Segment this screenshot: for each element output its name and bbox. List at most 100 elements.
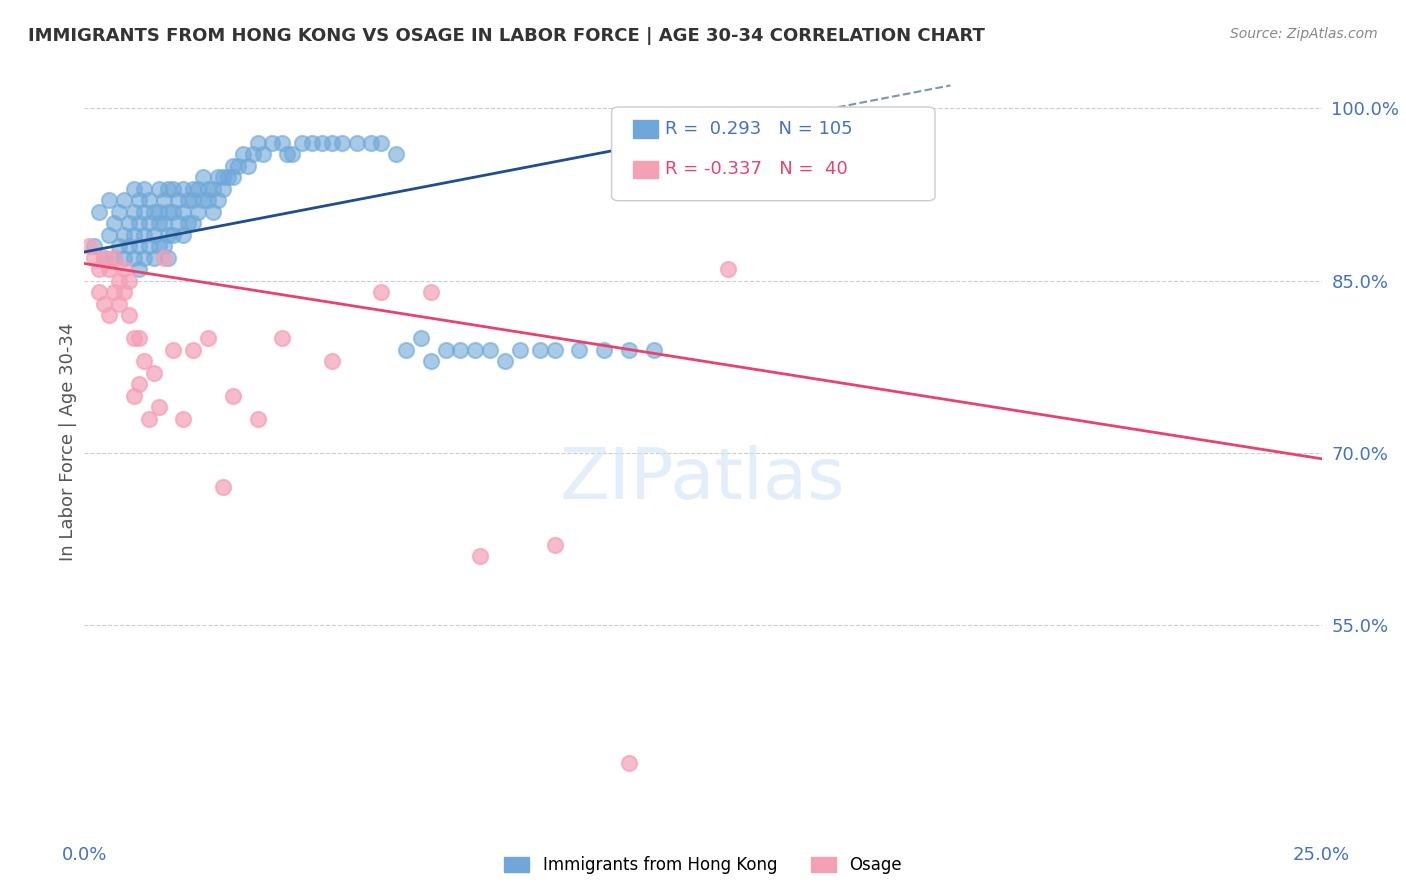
Point bbox=[122, 331, 145, 345]
Point bbox=[93, 296, 115, 310]
Point bbox=[301, 136, 323, 150]
Point bbox=[148, 239, 170, 253]
Point bbox=[643, 343, 665, 357]
Point bbox=[226, 159, 249, 173]
Point bbox=[112, 227, 135, 242]
Point bbox=[112, 262, 135, 277]
Point bbox=[122, 227, 145, 242]
Point bbox=[197, 182, 219, 196]
Point bbox=[103, 216, 125, 230]
Point bbox=[167, 194, 190, 208]
Point bbox=[246, 136, 269, 150]
Point bbox=[148, 400, 170, 414]
Text: 25.0%: 25.0% bbox=[1294, 846, 1350, 863]
Point bbox=[217, 170, 239, 185]
Point bbox=[262, 136, 284, 150]
Point bbox=[157, 204, 180, 219]
Point bbox=[246, 411, 269, 425]
Point bbox=[148, 204, 170, 219]
Point bbox=[385, 147, 408, 161]
Point bbox=[291, 136, 314, 150]
Text: ZIPatlas: ZIPatlas bbox=[560, 445, 846, 514]
Point bbox=[271, 331, 294, 345]
Point bbox=[207, 194, 229, 208]
Point bbox=[138, 411, 160, 425]
Text: Source: ZipAtlas.com: Source: ZipAtlas.com bbox=[1230, 27, 1378, 41]
Point bbox=[108, 296, 131, 310]
Point bbox=[132, 204, 155, 219]
Point bbox=[370, 285, 392, 300]
Point bbox=[593, 343, 616, 357]
Point bbox=[509, 343, 531, 357]
Point bbox=[222, 388, 245, 402]
Point bbox=[202, 182, 225, 196]
Point bbox=[118, 216, 141, 230]
Point bbox=[177, 194, 200, 208]
Point bbox=[128, 239, 150, 253]
Point bbox=[162, 182, 184, 196]
Point bbox=[252, 147, 274, 161]
Point bbox=[98, 194, 121, 208]
Point bbox=[232, 147, 254, 161]
Point bbox=[187, 204, 209, 219]
Point bbox=[142, 366, 165, 380]
Point bbox=[103, 285, 125, 300]
Point bbox=[122, 182, 145, 196]
Point bbox=[617, 343, 640, 357]
Legend: Immigrants from Hong Kong, Osage: Immigrants from Hong Kong, Osage bbox=[498, 849, 908, 880]
Point bbox=[434, 343, 457, 357]
Point bbox=[281, 147, 304, 161]
Point bbox=[330, 136, 353, 150]
Point bbox=[142, 204, 165, 219]
Point bbox=[112, 194, 135, 208]
Text: 0.0%: 0.0% bbox=[62, 846, 107, 863]
Point bbox=[464, 343, 486, 357]
Point bbox=[346, 136, 368, 150]
Point bbox=[93, 251, 115, 265]
Point bbox=[83, 251, 105, 265]
Point bbox=[128, 194, 150, 208]
Point bbox=[89, 262, 111, 277]
Point bbox=[181, 194, 204, 208]
Y-axis label: In Labor Force | Age 30-34: In Labor Force | Age 30-34 bbox=[59, 322, 77, 561]
Point bbox=[98, 262, 121, 277]
Point bbox=[172, 204, 194, 219]
Point bbox=[172, 182, 194, 196]
Point bbox=[108, 239, 131, 253]
Point bbox=[152, 251, 174, 265]
Point bbox=[157, 251, 180, 265]
Point bbox=[321, 136, 343, 150]
Point bbox=[212, 481, 235, 495]
Point bbox=[128, 216, 150, 230]
Point bbox=[419, 354, 441, 368]
Point bbox=[197, 194, 219, 208]
Point bbox=[172, 411, 194, 425]
Point bbox=[108, 274, 131, 288]
Point bbox=[83, 239, 105, 253]
Point bbox=[138, 216, 160, 230]
Point bbox=[181, 216, 204, 230]
Point bbox=[617, 756, 640, 771]
Point bbox=[152, 194, 174, 208]
Point bbox=[419, 285, 441, 300]
Point bbox=[494, 354, 516, 368]
Point bbox=[222, 170, 245, 185]
Point bbox=[529, 343, 551, 357]
Point bbox=[132, 354, 155, 368]
Point bbox=[187, 182, 209, 196]
Point bbox=[162, 227, 184, 242]
Point bbox=[197, 331, 219, 345]
Point bbox=[222, 159, 245, 173]
Point bbox=[360, 136, 382, 150]
Point bbox=[122, 204, 145, 219]
Point bbox=[122, 388, 145, 402]
Point bbox=[321, 354, 343, 368]
Point bbox=[370, 136, 392, 150]
Point bbox=[148, 216, 170, 230]
Point bbox=[152, 216, 174, 230]
Point bbox=[311, 136, 333, 150]
Point bbox=[89, 285, 111, 300]
Point bbox=[167, 216, 190, 230]
Point bbox=[207, 170, 229, 185]
Point bbox=[98, 227, 121, 242]
